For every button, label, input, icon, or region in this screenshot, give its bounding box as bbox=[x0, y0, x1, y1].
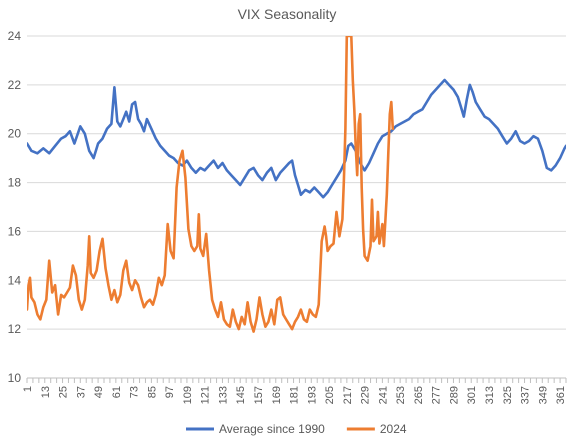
x-tick-label-229: 229 bbox=[360, 386, 372, 404]
y-tick-label-14: 14 bbox=[8, 273, 22, 287]
x-tick-label-97: 97 bbox=[164, 386, 176, 398]
x-tick-label-109: 109 bbox=[182, 386, 194, 404]
x-tick-label-289: 289 bbox=[448, 386, 460, 404]
y-tick-label-24: 24 bbox=[8, 29, 22, 43]
y-tick-label-16: 16 bbox=[8, 224, 22, 238]
y-tick-label-10: 10 bbox=[8, 371, 22, 385]
x-tick-label-49: 49 bbox=[93, 386, 105, 398]
y-tick-label-22: 22 bbox=[8, 78, 22, 92]
x-tick-label-337: 337 bbox=[520, 386, 532, 404]
x-tick-label-277: 277 bbox=[431, 386, 443, 404]
legend-label-average: Average since 1990 bbox=[219, 422, 325, 436]
x-tick-label-325: 325 bbox=[502, 386, 514, 404]
x-tick-label-121: 121 bbox=[200, 386, 212, 404]
x-tick-label-85: 85 bbox=[146, 386, 158, 398]
y-tick-label-20: 20 bbox=[8, 127, 22, 141]
x-tick-label-133: 133 bbox=[217, 386, 229, 404]
x-tick-label-205: 205 bbox=[324, 386, 336, 404]
x-tick-label-301: 301 bbox=[466, 386, 478, 404]
y-tick-label-18: 18 bbox=[8, 176, 22, 190]
x-tick-label-361: 361 bbox=[555, 386, 567, 404]
x-tick-label-217: 217 bbox=[342, 386, 354, 404]
x-tick-label-193: 193 bbox=[306, 386, 318, 404]
x-tick-label-349: 349 bbox=[537, 386, 549, 404]
x-tick-label-1: 1 bbox=[22, 386, 34, 392]
x-tick-label-73: 73 bbox=[129, 386, 141, 398]
series-line-2024 bbox=[27, 36, 395, 333]
legend-label-2024: 2024 bbox=[380, 422, 407, 436]
x-tick-label-169: 169 bbox=[271, 386, 283, 404]
series-line-average bbox=[27, 78, 566, 199]
x-tick-label-265: 265 bbox=[413, 386, 425, 404]
x-tick-label-61: 61 bbox=[111, 386, 123, 398]
x-tick-label-37: 37 bbox=[75, 386, 87, 398]
x-tick-label-25: 25 bbox=[58, 386, 70, 398]
x-tick-label-181: 181 bbox=[289, 386, 301, 404]
x-tick-label-157: 157 bbox=[253, 386, 265, 404]
x-tick-label-253: 253 bbox=[395, 386, 407, 404]
x-tick-label-241: 241 bbox=[377, 386, 389, 404]
x-tick-label-313: 313 bbox=[484, 386, 496, 404]
chart-title: VIX Seasonality bbox=[237, 6, 337, 22]
x-tick-label-145: 145 bbox=[235, 386, 247, 404]
x-tick-label-13: 13 bbox=[40, 386, 52, 398]
y-tick-label-12: 12 bbox=[8, 322, 22, 336]
